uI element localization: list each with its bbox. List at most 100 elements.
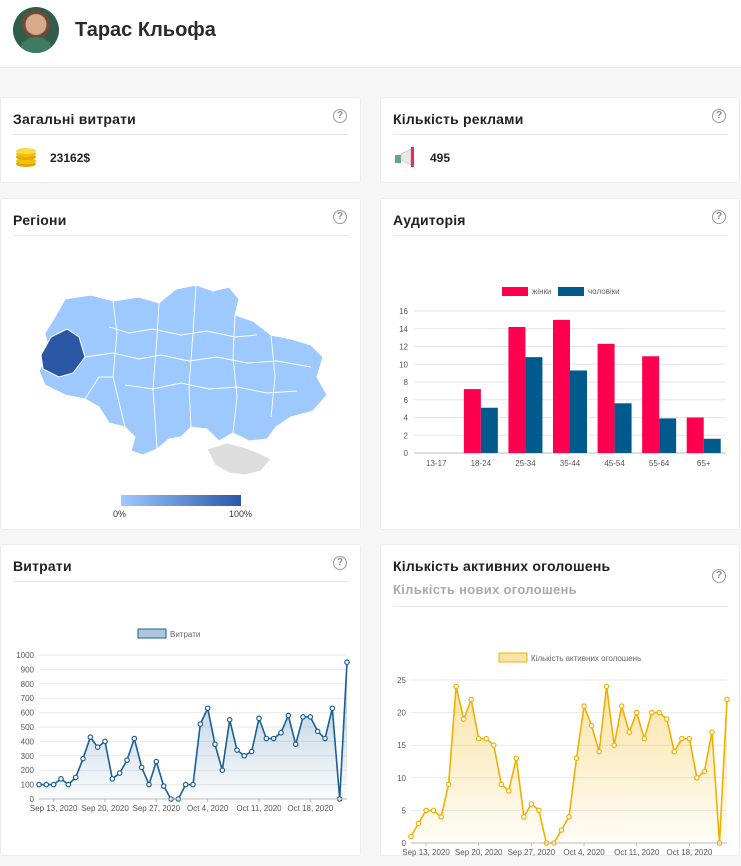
x-tick-label: 35-44 — [560, 459, 581, 468]
data-point — [58, 776, 64, 782]
map-region-mainland[interactable] — [38, 284, 328, 456]
active-ads-card-title: Кількість активних оголошень — [393, 558, 611, 574]
card-divider — [13, 134, 348, 135]
help-icon[interactable]: ? — [712, 210, 726, 224]
x-tick-label: Oct 18, 2020 — [666, 848, 712, 857]
spend-total-value: 23162$ — [50, 151, 91, 165]
bar — [570, 370, 587, 453]
help-icon[interactable]: ? — [712, 109, 726, 123]
y-tick-label: 800 — [21, 680, 35, 689]
data-point — [146, 781, 152, 788]
x-tick-label: Oct 4, 2020 — [563, 848, 605, 857]
ukraine-regions-map[interactable] — [21, 277, 341, 477]
data-point — [72, 774, 79, 781]
y-tick-label: 8 — [404, 378, 409, 387]
data-point — [686, 735, 693, 742]
data-point — [724, 696, 730, 703]
data-point — [633, 709, 640, 716]
card-divider — [393, 134, 728, 135]
y-tick-label: 25 — [397, 676, 406, 685]
help-icon[interactable]: ? — [712, 569, 726, 583]
y-tick-label: 100 — [21, 781, 35, 790]
data-point — [438, 814, 444, 820]
data-point — [270, 735, 277, 742]
active-ads-line-chart[interactable]: Кількість активних оголошень 0 5 10 15 20 25 Se… — [381, 649, 739, 859]
data-point — [596, 748, 602, 755]
y-tick-label: 10 — [397, 774, 406, 783]
data-point — [226, 717, 233, 723]
y-tick-label: 400 — [21, 737, 35, 746]
data-point — [65, 781, 72, 788]
profile-header: Тарас Кльофа — [0, 0, 741, 68]
data-point — [664, 716, 670, 722]
help-icon[interactable]: ? — [333, 109, 347, 123]
y-tick-label: 0 — [30, 795, 35, 804]
bar — [659, 418, 677, 453]
bar — [703, 438, 721, 453]
audience-card-title: Аудиторія — [393, 212, 466, 228]
data-point — [468, 696, 474, 703]
data-point — [322, 735, 328, 742]
x-tick-label: 55-64 — [649, 459, 670, 468]
data-point — [626, 729, 632, 735]
data-point — [566, 814, 572, 820]
profile-name: Тарас Кльофа — [75, 19, 216, 41]
expenses-line-chart[interactable]: Витрати 0 100 200 300 400 500 600 700 800 900 1000 S… — [3, 625, 361, 815]
bar — [463, 389, 481, 453]
data-point — [656, 709, 663, 716]
x-tick-label: Sep 27, 2020 — [133, 804, 181, 813]
x-tick-label: Sep 13, 2020 — [30, 804, 78, 813]
ads-count-value: 495 — [430, 151, 451, 165]
y-tick-label: 14 — [399, 325, 408, 334]
y-tick-label: 10 — [399, 360, 408, 369]
data-point — [641, 735, 648, 742]
ads-count-card: Кількість реклами ? 495 — [380, 97, 740, 183]
x-tick-label: 13-17 — [426, 459, 447, 468]
audience-bar-chart[interactable]: жінки чоловіки 0 2 4 6 8 10 12 14 16 13-17 18-24 25-3… — [386, 281, 736, 481]
data-point — [197, 721, 204, 727]
data-point — [314, 728, 321, 735]
map-region-crimea[interactable] — [206, 442, 272, 476]
legend-label: жінки — [532, 287, 552, 296]
data-point — [603, 683, 610, 690]
data-point — [102, 738, 108, 745]
data-point — [263, 735, 270, 742]
data-point — [219, 767, 226, 774]
data-point — [445, 781, 452, 788]
bar — [508, 326, 526, 453]
data-point — [536, 807, 542, 814]
legend-label: Кількість активних оголошень — [531, 654, 641, 663]
data-point — [558, 827, 565, 833]
map-scale-min-label: 0% — [113, 509, 127, 519]
map-scale-max-label: 100% — [229, 509, 253, 519]
card-divider — [13, 581, 348, 582]
data-point — [300, 714, 306, 720]
legend-swatch — [502, 287, 528, 296]
data-point — [131, 735, 138, 742]
y-tick-label: 300 — [21, 752, 35, 761]
bar — [597, 343, 615, 453]
spend-card: Загальні витрати ? 23162$ — [0, 97, 361, 183]
help-icon[interactable]: ? — [333, 556, 347, 570]
expenses-card-title: Витрати — [13, 558, 72, 574]
x-tick-label: 45-54 — [604, 459, 625, 468]
map-region-highlight[interactable] — [40, 328, 86, 378]
data-point — [709, 729, 715, 735]
bar — [614, 403, 632, 453]
data-point — [611, 742, 617, 749]
card-divider — [393, 606, 728, 607]
avatar[interactable] — [13, 7, 59, 53]
x-tick-label: Sep 20, 2020 — [81, 804, 129, 813]
y-tick-label: 4 — [404, 414, 409, 423]
expenses-card: Витрати ? Витрати 0 100 200 300 400 500 600 700 8… — [0, 544, 361, 856]
data-point — [483, 735, 490, 742]
data-point — [475, 735, 482, 742]
data-point — [80, 755, 86, 762]
help-icon[interactable]: ? — [333, 210, 347, 224]
y-tick-label: 500 — [21, 723, 35, 732]
regions-card: Регіони ? 0% 100% — [0, 198, 361, 530]
area-fill — [39, 662, 347, 799]
bar — [642, 356, 660, 453]
y-tick-label: 15 — [397, 741, 406, 750]
spend-card-title: Загальні витрати — [13, 111, 136, 127]
